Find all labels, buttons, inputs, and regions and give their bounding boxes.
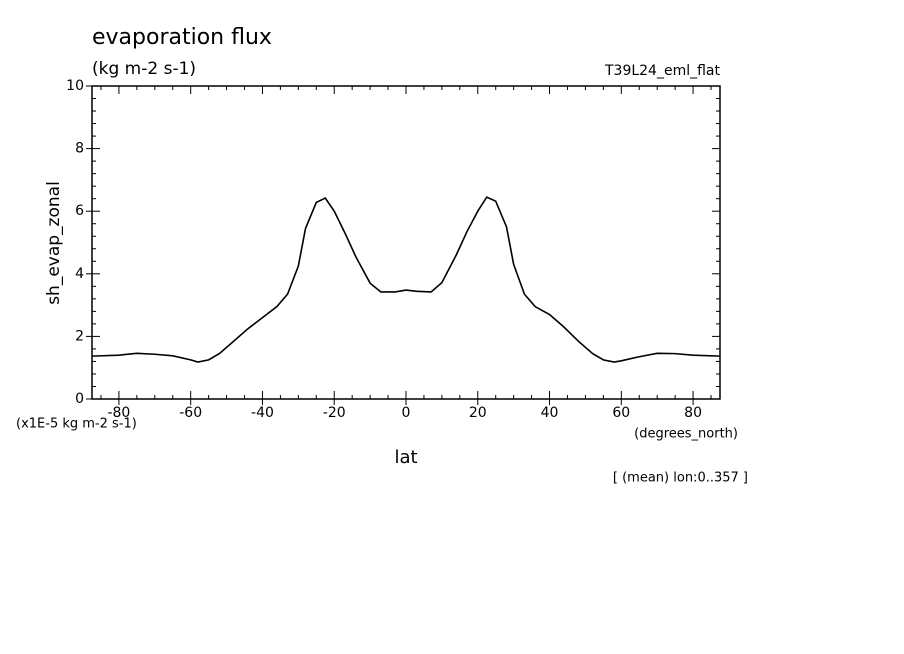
x-tick-label: 80	[684, 405, 702, 421]
y-tick-label: 4	[75, 266, 84, 282]
run-label: T39L24_eml_flat	[604, 63, 721, 79]
x-tick-label: 40	[541, 405, 559, 421]
x-tick-label: 20	[469, 405, 487, 421]
x-tick-label: -40	[251, 405, 274, 421]
x-tick-label: -20	[323, 405, 346, 421]
y-tick-label: 8	[75, 141, 84, 157]
x-tick-label: 0	[402, 405, 411, 421]
y-tick-label: 0	[75, 391, 84, 407]
x-tick-label: -60	[179, 405, 202, 421]
data-line	[91, 196, 721, 363]
annotation: [ (mean) lon:0..357 ]	[613, 471, 748, 486]
y-tick-label: 2	[75, 328, 84, 344]
x-units: (degrees_north)	[634, 427, 738, 442]
x-axis-label: lat	[394, 447, 417, 468]
y-tick-label: 6	[75, 203, 84, 219]
y-tick-label: 10	[66, 78, 84, 94]
y-axis-label: sh_evap_zonal	[44, 181, 64, 305]
chart-title: evaporation flux	[92, 25, 272, 50]
x-tick-label: -80	[107, 405, 130, 421]
x-tick-label: 60	[612, 405, 630, 421]
chart-subtitle: (kg m-2 s-1)	[92, 59, 196, 79]
y-units: (x1E-5 kg m-2 s-1)	[16, 417, 137, 432]
